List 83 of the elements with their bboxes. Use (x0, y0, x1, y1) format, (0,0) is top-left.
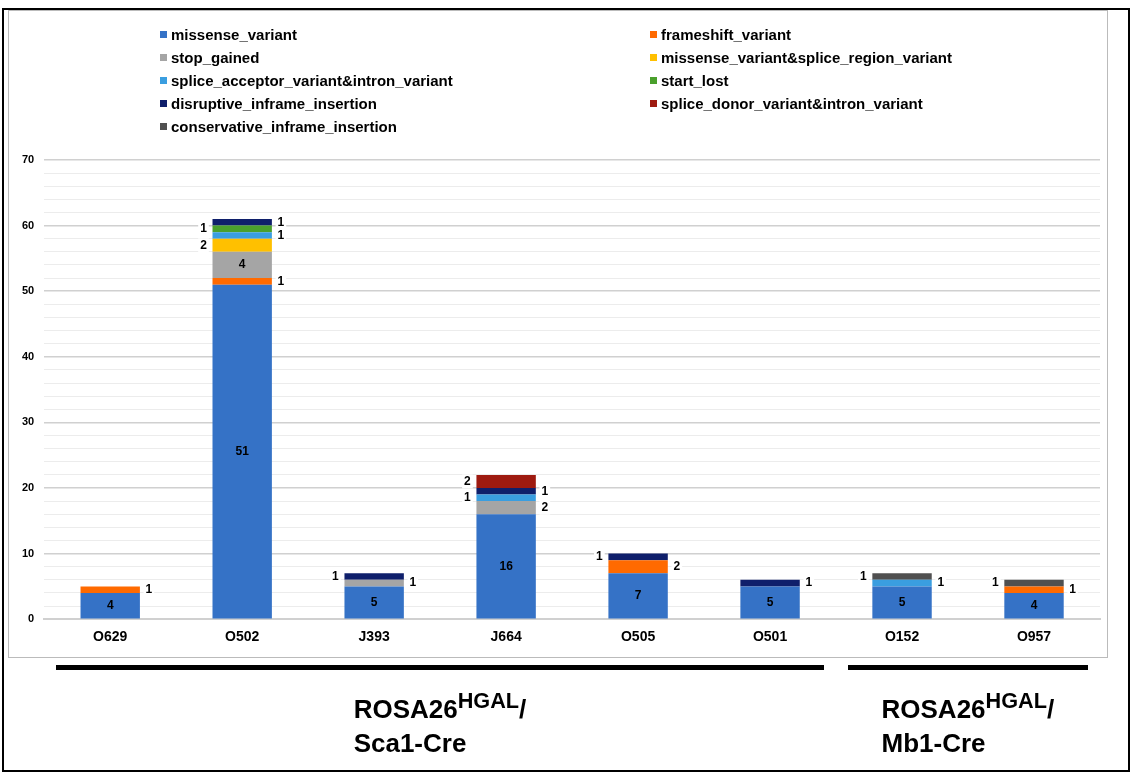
x-tick-label: J393 (358, 628, 390, 645)
data-label: 51 (235, 443, 250, 458)
data-label: 2 (673, 559, 681, 574)
legend-label: disruptive_inframe_insertion (171, 95, 377, 112)
data-label: 1 (1069, 581, 1077, 596)
data-label: 2 (464, 473, 472, 488)
x-tick-label: O505 (620, 628, 656, 645)
data-label: 1 (805, 575, 813, 590)
y-tick-label: 30 (21, 415, 35, 428)
bar (476, 514, 536, 619)
bar (80, 592, 140, 619)
bar (212, 284, 272, 619)
bar (740, 586, 800, 619)
data-label: 16 (499, 558, 514, 573)
bar (80, 586, 140, 593)
bar (608, 560, 668, 574)
bar (212, 219, 272, 226)
data-label: 4 (1030, 598, 1038, 613)
data-label: 5 (898, 594, 906, 609)
data-label: 1 (332, 568, 340, 583)
text: ROSA26$^{HGAL}$/ Mb1-Cre (881, 688, 1055, 758)
x-tick-label: O152 (884, 628, 920, 645)
legend-label: splice_acceptor_variant&intron_variant (171, 72, 453, 89)
data-label: 1 (596, 549, 604, 564)
data-label: 1 (937, 575, 945, 590)
legend-label: missense_variant (171, 26, 297, 43)
bar (608, 573, 668, 619)
bar (212, 278, 272, 285)
data-label: 1 (277, 214, 285, 229)
bar (212, 232, 272, 239)
data-label: 5 (370, 594, 378, 609)
bar (344, 579, 404, 587)
data-label: 2 (541, 499, 549, 514)
bar (872, 586, 932, 619)
data-label: 1 (541, 483, 549, 498)
data-label: 7 (634, 588, 642, 603)
bar (476, 474, 536, 488)
bar (872, 573, 932, 580)
y-tick-label: 0 (28, 612, 35, 625)
bar (872, 579, 932, 587)
x-tick-label: O629 (93, 628, 128, 645)
bar (344, 586, 404, 619)
y-tick-label: 60 (21, 218, 35, 231)
data-label: 1 (277, 227, 285, 242)
bar (476, 488, 536, 495)
x-tick-label: O501 (752, 628, 788, 645)
legend-label: stop_gained (171, 49, 260, 66)
bar (344, 573, 404, 580)
data-label: 2 (200, 237, 208, 252)
legend-label: frameshift_variant (661, 26, 792, 43)
bar (476, 494, 536, 502)
data-label: 1 (991, 575, 999, 590)
bar (740, 579, 800, 587)
bar (608, 553, 668, 561)
data-label: 1 (409, 575, 417, 590)
data-label: 1 (277, 273, 285, 288)
bar (1004, 586, 1064, 593)
y-tick-label: 50 (21, 284, 35, 297)
text: ROSA26$^{HGAL}$/ Sca1-Cre (353, 688, 527, 758)
bar (212, 251, 272, 279)
bar (1004, 592, 1064, 619)
data-label: 1 (145, 581, 153, 596)
y-tick-label: 10 (21, 546, 35, 559)
data-label: 4 (238, 257, 246, 272)
data-label: 1 (860, 568, 868, 583)
legend-label: splice_donor_variant&intron_variant (661, 95, 923, 112)
legend-label: conservative_inframe_insertion (171, 118, 397, 135)
bar (1004, 579, 1064, 587)
y-tick-label: 40 (21, 349, 35, 362)
bar (476, 501, 536, 515)
legend-label: missense_variant&splice_region_variant (661, 49, 952, 66)
data-label: 1 (200, 221, 208, 236)
bar (212, 238, 272, 252)
bar (212, 225, 272, 233)
data-label: 4 (106, 598, 114, 613)
y-tick-label: 20 (21, 481, 35, 494)
data-label: 1 (464, 490, 472, 505)
data-label: 5 (766, 594, 774, 609)
legend-label: start_lost (661, 72, 729, 89)
x-tick-label: O502 (225, 628, 260, 645)
x-tick-label: O957 (1016, 628, 1052, 645)
y-tick-label: 70 (21, 153, 35, 166)
x-tick-label: J664 (490, 628, 522, 645)
